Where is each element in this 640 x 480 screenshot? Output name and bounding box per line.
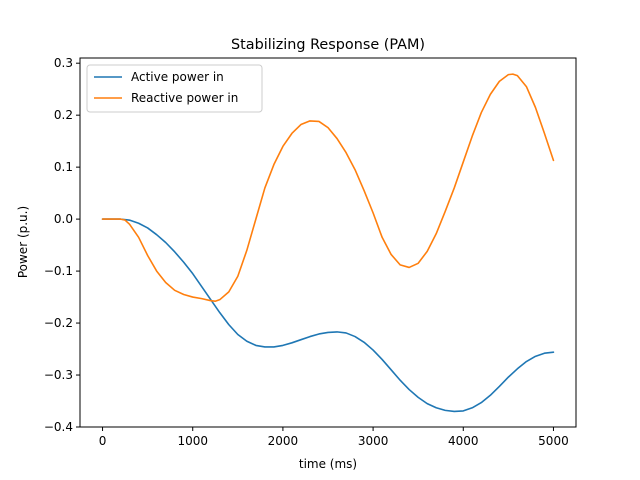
y-tick-label: 0.1 xyxy=(54,160,73,174)
axes-frame xyxy=(79,57,577,428)
y-tick-label: −0.4 xyxy=(44,420,73,434)
x-axis-title: time (ms) xyxy=(299,457,357,471)
y-tick-label: 0.3 xyxy=(54,56,73,70)
x-tick-label: 3000 xyxy=(358,434,389,448)
legend-box xyxy=(86,64,263,113)
y-tick-label: 0.2 xyxy=(54,108,73,122)
x-tick-label: 4000 xyxy=(448,434,479,448)
y-axis-title: Power (p.u.) xyxy=(16,206,30,278)
y-axis: −0.4 −0.3 −0.2 −0.1 0.0 0.1 0.2 0.3 xyxy=(44,56,80,434)
plot-area xyxy=(79,57,577,428)
legend: Active power in Reactive power in xyxy=(86,64,263,113)
x-axis: 0 1000 2000 3000 4000 5000 xyxy=(99,427,569,448)
series-line-2 xyxy=(101,73,555,303)
y-tick-label: −0.2 xyxy=(44,316,73,330)
chart-title: Stabilizing Response (PAM) xyxy=(231,37,425,53)
x-tick-label: 5000 xyxy=(538,434,569,448)
legend-label-1: Active power in xyxy=(131,70,224,84)
y-tick-label: −0.1 xyxy=(44,264,73,278)
x-tick-label: 2000 xyxy=(268,434,299,448)
x-tick-label: 1000 xyxy=(177,434,208,448)
series-layer xyxy=(101,73,555,413)
legend-label-2: Reactive power in xyxy=(131,91,238,105)
x-tick-label: 0 xyxy=(99,434,107,448)
y-tick-label: 0.0 xyxy=(54,212,73,226)
series-line-1 xyxy=(101,218,555,413)
y-tick-label: −0.3 xyxy=(44,368,73,382)
